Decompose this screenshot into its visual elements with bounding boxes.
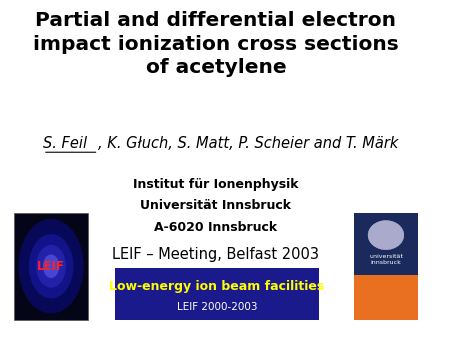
Text: Low-energy ion beam facilities: Low-energy ion beam facilities (109, 280, 324, 293)
Text: , K. Głuch, S. Matt, P. Scheier and T. Märk: , K. Głuch, S. Matt, P. Scheier and T. M… (99, 136, 399, 151)
FancyBboxPatch shape (115, 268, 319, 320)
Ellipse shape (18, 219, 84, 313)
Ellipse shape (36, 245, 66, 288)
Text: Universität Innsbruck: Universität Innsbruck (140, 199, 292, 212)
Text: A-6020 Innsbruck: A-6020 Innsbruck (154, 221, 278, 234)
FancyBboxPatch shape (354, 275, 418, 320)
Circle shape (368, 221, 404, 250)
Text: Institut für Ionenphysik: Institut für Ionenphysik (133, 177, 299, 191)
Text: LEIF: LEIF (37, 260, 65, 273)
FancyBboxPatch shape (354, 213, 418, 275)
Text: Partial and differential electron
impact ionization cross sections
of acetylene: Partial and differential electron impact… (33, 11, 399, 77)
Text: universität
innsbruck: universität innsbruck (369, 255, 403, 265)
Text: LEIF 2000-2003: LEIF 2000-2003 (177, 302, 257, 312)
Text: LEIF – Meeting, Belfast 2003: LEIF – Meeting, Belfast 2003 (112, 247, 320, 262)
Ellipse shape (43, 255, 59, 278)
Ellipse shape (29, 234, 73, 298)
FancyBboxPatch shape (14, 213, 88, 320)
Text: S. Feil: S. Feil (43, 136, 87, 151)
